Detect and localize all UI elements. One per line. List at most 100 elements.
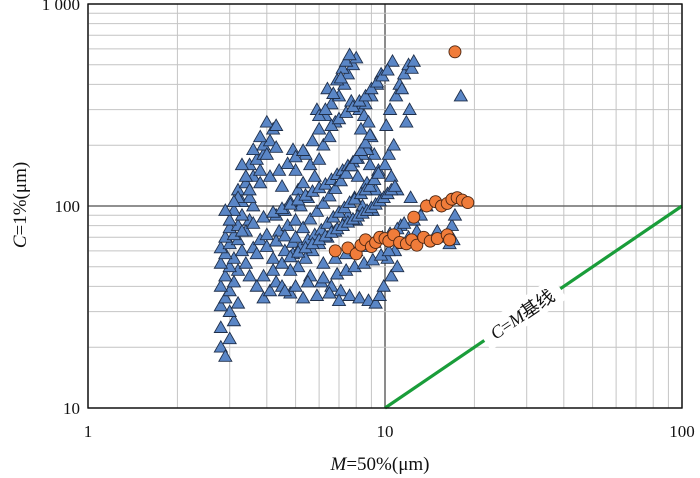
triangle-point bbox=[268, 118, 284, 131]
triangle-point bbox=[234, 157, 250, 171]
triangle-point bbox=[226, 313, 242, 327]
triangle-point bbox=[213, 298, 229, 312]
circle-series bbox=[328, 45, 475, 261]
triangle-point bbox=[333, 173, 349, 187]
triangle-point bbox=[324, 118, 339, 131]
triangle-point bbox=[385, 53, 400, 67]
reference-line-group bbox=[384, 204, 683, 410]
triangle-point bbox=[222, 212, 237, 226]
triangle-point bbox=[242, 182, 257, 196]
triangle-point bbox=[305, 133, 320, 147]
triangle-point bbox=[283, 262, 298, 276]
triangle-point bbox=[381, 147, 397, 160]
triangle-point bbox=[352, 290, 367, 304]
triangle-point bbox=[222, 331, 237, 345]
triangle-point bbox=[384, 268, 399, 282]
triangle-point bbox=[213, 339, 229, 353]
triangle-point bbox=[371, 165, 386, 179]
plot-frame bbox=[87, 3, 683, 409]
triangle-point bbox=[362, 127, 378, 141]
x-tick-label: 1 bbox=[84, 422, 93, 441]
triangle-point bbox=[322, 129, 337, 143]
triangle-point bbox=[295, 175, 311, 189]
triangle-point bbox=[298, 251, 313, 264]
triangle-point bbox=[379, 118, 394, 131]
triangle-point bbox=[302, 211, 318, 225]
triangle-point bbox=[388, 88, 404, 102]
triangle-point bbox=[288, 229, 303, 243]
triangle-point bbox=[382, 102, 398, 115]
triangle-point bbox=[307, 169, 323, 182]
triangle-point bbox=[277, 228, 293, 242]
triangle-point bbox=[399, 114, 414, 128]
triangle-point bbox=[218, 349, 233, 362]
triangle-point bbox=[404, 60, 419, 74]
x-tick-label: 10 bbox=[377, 422, 394, 441]
triangle-point bbox=[333, 70, 349, 84]
triangle-point bbox=[274, 179, 290, 192]
triangle-point bbox=[259, 114, 275, 128]
y-tick-label: 1 000 bbox=[42, 0, 80, 14]
triangle-point bbox=[318, 102, 333, 115]
circle-point bbox=[407, 210, 421, 224]
triangle-point bbox=[252, 175, 268, 189]
triangle-point bbox=[238, 255, 254, 269]
triangle-point bbox=[300, 274, 316, 288]
triangle-point bbox=[268, 140, 284, 153]
triangle-point bbox=[322, 188, 337, 202]
triangle-point bbox=[358, 135, 373, 149]
triangle-point bbox=[322, 285, 337, 299]
y-tick-labels: 10 100 1 000 bbox=[42, 0, 80, 418]
triangle-point bbox=[290, 259, 306, 273]
triangle-point bbox=[342, 288, 357, 301]
triangle-point bbox=[447, 207, 463, 221]
triangle-point bbox=[335, 60, 350, 74]
triangle-point bbox=[262, 283, 278, 297]
triangle-point bbox=[280, 156, 295, 170]
triangle-point bbox=[326, 86, 341, 99]
triangle-point bbox=[288, 163, 303, 176]
y-tick-label: 100 bbox=[55, 197, 81, 216]
triangle-point bbox=[252, 163, 268, 176]
triangle-point bbox=[288, 149, 303, 163]
circle-point bbox=[443, 233, 457, 247]
triangle-point bbox=[295, 290, 311, 304]
circle-point bbox=[328, 244, 342, 258]
triangle-point bbox=[338, 165, 354, 179]
triangle-point bbox=[213, 255, 229, 269]
circle-point bbox=[461, 196, 475, 210]
triangle-point bbox=[265, 262, 281, 276]
triangle-point bbox=[213, 320, 229, 333]
triangle-point bbox=[372, 288, 388, 301]
triangle-point bbox=[309, 204, 325, 217]
triangle-point bbox=[316, 137, 331, 151]
baseline-label-bg bbox=[476, 277, 568, 351]
circle-point bbox=[448, 45, 462, 59]
triangle-point bbox=[249, 246, 265, 260]
triangle-point bbox=[358, 88, 373, 102]
triangle-point bbox=[218, 268, 233, 282]
triangle-point bbox=[277, 283, 293, 297]
triangle-point bbox=[234, 243, 250, 257]
triangle-point bbox=[331, 293, 347, 306]
x-tick-label: 100 bbox=[669, 422, 695, 441]
triangle-point bbox=[309, 288, 325, 301]
y-tick-label: 10 bbox=[63, 399, 80, 418]
triangle-point bbox=[406, 53, 422, 67]
triangle-point bbox=[256, 290, 271, 304]
triangle-point bbox=[376, 278, 391, 292]
triangle-point bbox=[324, 96, 339, 110]
triangle-point bbox=[230, 295, 246, 309]
triangle-point bbox=[394, 81, 410, 95]
triangle-point bbox=[364, 81, 379, 95]
triangle-point bbox=[249, 278, 265, 292]
triangle-point bbox=[252, 129, 268, 143]
triangle-point bbox=[242, 190, 257, 203]
triangle-point bbox=[218, 203, 233, 216]
triangle-point bbox=[338, 53, 354, 67]
triangle-point bbox=[403, 190, 418, 203]
triangle-point bbox=[245, 216, 261, 229]
triangle-point bbox=[242, 268, 257, 282]
triangle-point bbox=[226, 194, 242, 208]
